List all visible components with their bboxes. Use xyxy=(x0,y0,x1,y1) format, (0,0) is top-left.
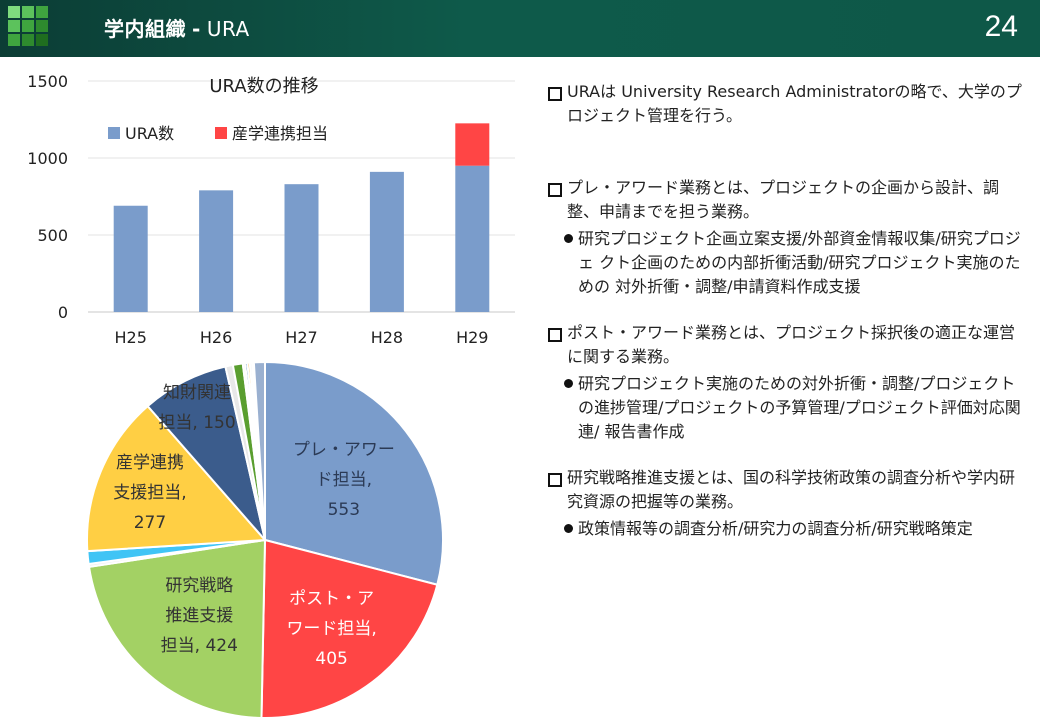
chart-title: URA数の推移 xyxy=(209,76,318,97)
pie-slice xyxy=(252,360,266,541)
bullet-item: 研究プロジェクト実施のための対外折衝・調整/プロジェクトの進捗管理/プロジェクト… xyxy=(564,372,1028,444)
bar xyxy=(113,205,148,312)
bar xyxy=(199,190,234,312)
section-heading-text: 研究戦略推進支援とは、国の科学技術政策の調査分析や学内研究資源の把握等の業務。 xyxy=(567,468,1016,511)
legend-swatch xyxy=(215,127,227,139)
logo-tile xyxy=(36,6,48,18)
bar xyxy=(455,165,490,312)
ura-count-bar-chart: 0 500 1000 1500 URA数の推移 URA数 産学連携担当 H25 H26 H27 H2… xyxy=(27,72,515,347)
round-bullet-icon xyxy=(564,524,573,533)
pie-slice xyxy=(264,360,444,586)
pie-data-label: 知財関連 xyxy=(163,383,231,403)
text-section: ポスト・アワード業務とは、プロジェクト採択後の適正な運営に関する業務。研究プロジ… xyxy=(548,321,1028,444)
y-tick-label: 1500 xyxy=(27,72,68,91)
section-heading: プレ・アワード業務とは、プロジェクトの企画から設計、調整、申請までを担う業務。 xyxy=(548,176,1028,224)
pie-slice xyxy=(260,538,439,719)
section-heading: 研究戦略推進支援とは、国の科学技術政策の調査分析や学内研究資源の把握等の業務。 xyxy=(548,466,1028,514)
pie-slice xyxy=(87,538,267,719)
y-tick-label: 1000 xyxy=(27,149,68,168)
pie-data-label: ド担当, xyxy=(316,470,372,490)
x-tick-label: H29 xyxy=(456,328,488,347)
page-number: 24 xyxy=(984,10,1018,43)
bar xyxy=(369,171,404,312)
legend-label: URA数 xyxy=(125,124,174,143)
bar xyxy=(455,123,490,166)
text-section: 研究戦略推進支援とは、国の科学技術政策の調査分析や学内研究資源の把握等の業務。政… xyxy=(548,466,1028,541)
y-tick-label: 0 xyxy=(58,303,68,322)
pie-data-label: 産学連携 xyxy=(116,453,184,473)
pie-data-label: ワード担当, xyxy=(286,619,376,639)
legend-label: 産学連携担当 xyxy=(232,124,328,143)
pie-data-label: 405 xyxy=(315,649,347,669)
bullet-text: 研究プロジェクト実施のための対外折衝・調整/プロジェクトの進捗管理/プロジェクト… xyxy=(578,374,1021,441)
section-heading-text: URAは University Research Administratorの略… xyxy=(567,82,1022,125)
logo-icon xyxy=(8,6,50,48)
square-bullet-icon xyxy=(548,183,562,197)
square-bullet-icon xyxy=(548,87,562,101)
pie-data-label: プレ・アワー xyxy=(293,440,395,460)
y-tick-label: 500 xyxy=(37,226,68,245)
x-tick-label: H27 xyxy=(285,328,317,347)
pie-data-label: 担当, 150 xyxy=(158,413,235,433)
section-heading-text: ポスト・アワード業務とは、プロジェクト採択後の適正な運営に関する業務。 xyxy=(567,323,1016,366)
pie-data-label: 推進支援 xyxy=(165,606,233,626)
logo-tile xyxy=(36,34,48,46)
x-tick-label: H25 xyxy=(115,328,147,347)
text-section: プレ・アワード業務とは、プロジェクトの企画から設計、調整、申請までを担う業務。研… xyxy=(548,176,1028,299)
bullet-item: 研究プロジェクト企画立案支援/外部資金情報収集/研究プロジェ クト企画のための内… xyxy=(564,227,1028,299)
bar xyxy=(284,184,319,312)
section-heading: ポスト・アワード業務とは、プロジェクト採択後の適正な運営に関する業務。 xyxy=(548,321,1028,369)
x-tick-label: H28 xyxy=(371,328,403,347)
logo-tile xyxy=(22,20,34,32)
section-heading-text: プレ・アワード業務とは、プロジェクトの企画から設計、調整、申請までを担う業務。 xyxy=(567,178,1000,221)
logo-tile xyxy=(36,20,48,32)
bullet-item: 政策情報等の調査分析/研究力の調査分析/研究戦略策定 xyxy=(564,517,1028,541)
description-panel: URAは University Research Administratorの略… xyxy=(548,80,1028,563)
bullet-text: 研究プロジェクト企画立案支援/外部資金情報収集/研究プロジェ クト企画のための内… xyxy=(578,229,1021,296)
pie-data-label: ポスト・ア xyxy=(289,589,374,609)
pie-data-label: 研究戦略 xyxy=(165,576,233,596)
logo-tile xyxy=(8,20,20,32)
square-bullet-icon xyxy=(548,473,562,487)
bullet-text: 政策情報等の調査分析/研究力の調査分析/研究戦略策定 xyxy=(578,519,973,538)
square-bullet-icon xyxy=(548,328,562,342)
x-tick-label: H26 xyxy=(200,328,232,347)
slide-header: 学内組織 - URA 24 xyxy=(0,0,1040,57)
round-bullet-icon xyxy=(564,234,573,243)
pie-data-label: 担当, 424 xyxy=(161,636,238,656)
legend-swatch xyxy=(108,127,120,139)
logo-tile xyxy=(8,6,20,18)
pie-data-label: 277 xyxy=(134,513,166,533)
logo-tile xyxy=(22,34,34,46)
logo-tile xyxy=(8,34,20,46)
section-heading: URAは University Research Administratorの略… xyxy=(548,80,1028,128)
text-section: URAは University Research Administratorの略… xyxy=(548,80,1028,128)
pie-slice xyxy=(86,404,268,553)
round-bullet-icon xyxy=(564,379,573,388)
logo-tile xyxy=(22,6,34,18)
slide-title: 学内組織 - URA xyxy=(104,17,250,41)
pie-data-label: 支援担当, xyxy=(113,483,186,503)
pie-data-label: 553 xyxy=(328,500,360,520)
